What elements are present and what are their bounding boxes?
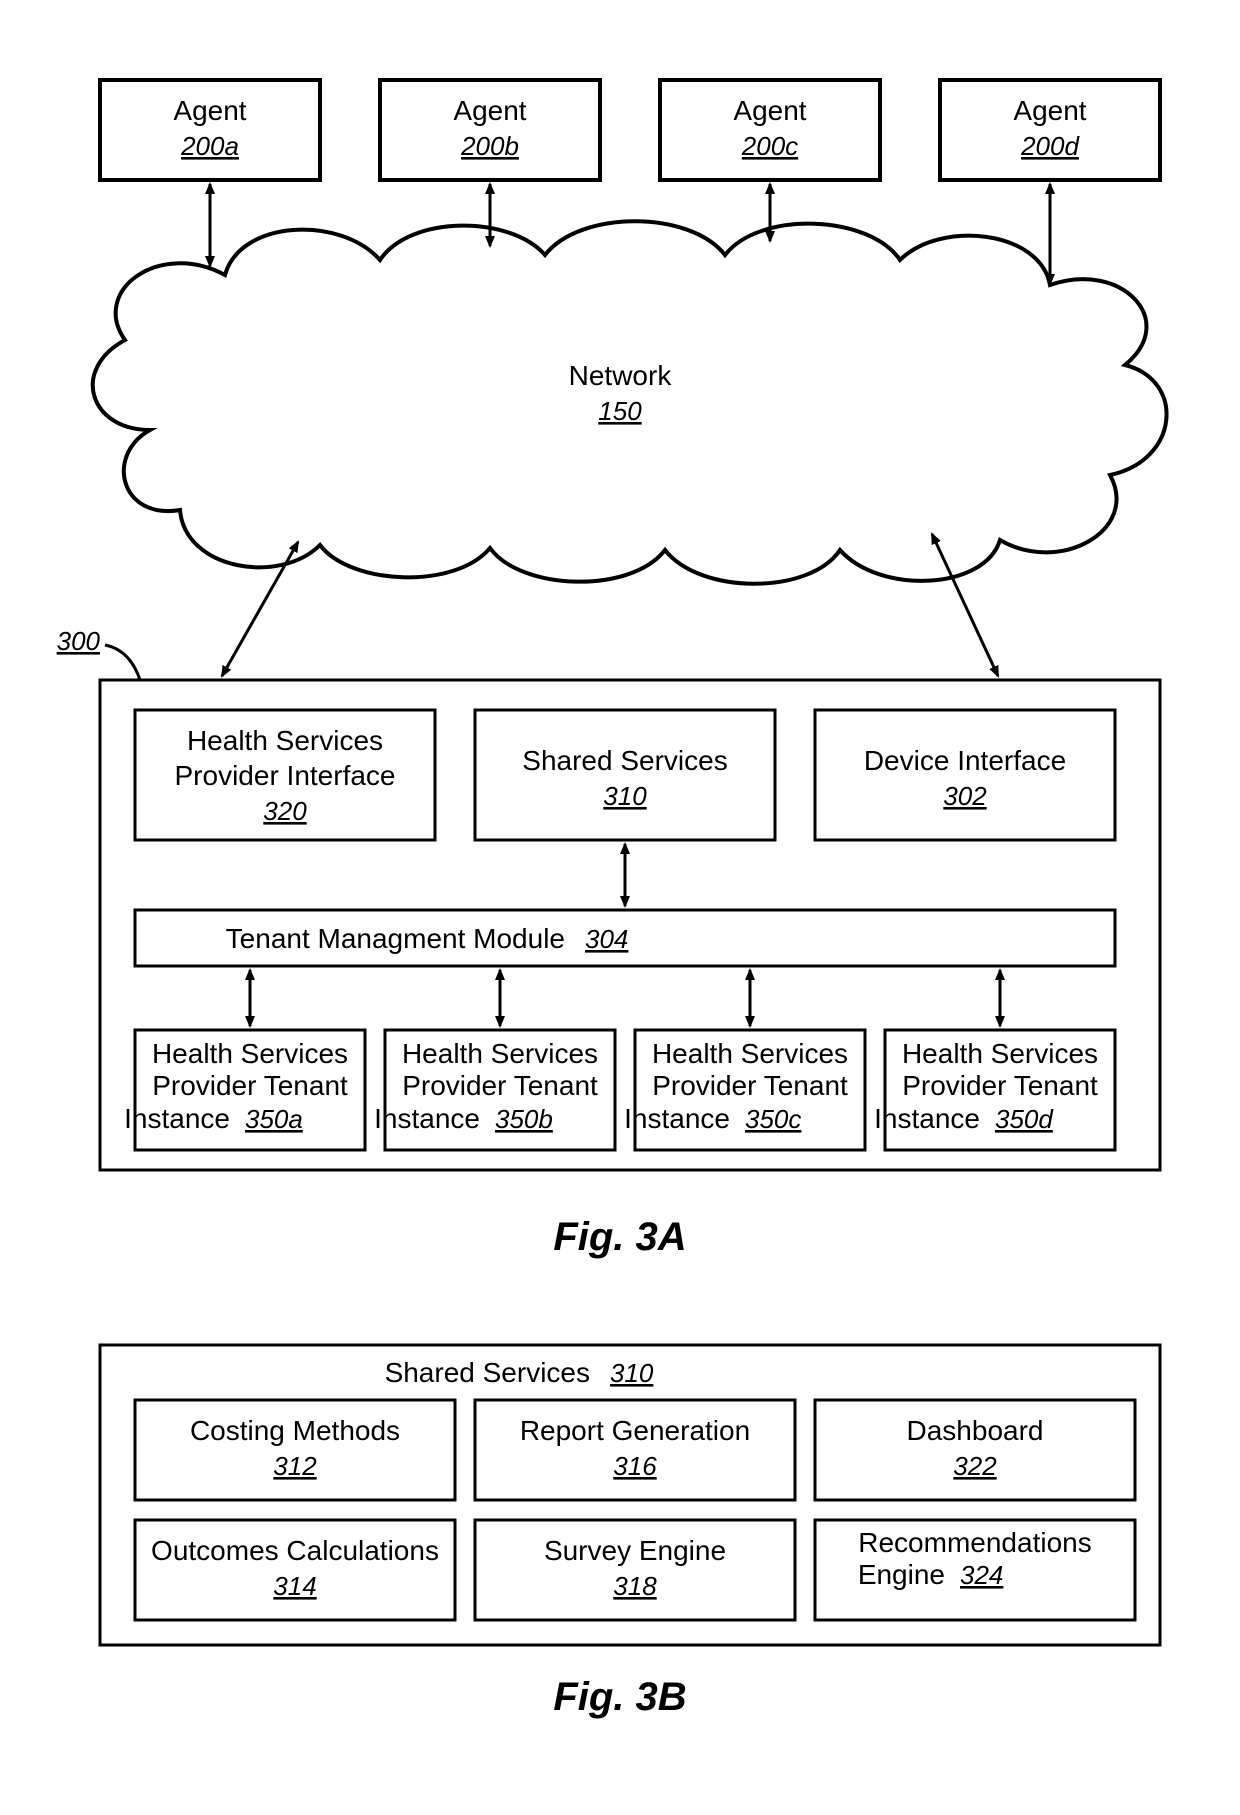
agent-ref: 200c — [741, 131, 798, 161]
svg-text:Instance: Instance — [374, 1103, 480, 1134]
agent-box: Agent 200a — [100, 80, 320, 180]
svg-text:Provider Tenant: Provider Tenant — [152, 1070, 348, 1101]
agent-ref: 200b — [460, 131, 519, 161]
network-ref: 150 — [598, 396, 642, 426]
svg-text:350c: 350c — [745, 1104, 801, 1134]
svg-text:Outcomes Calculations: Outcomes Calculations — [151, 1535, 439, 1566]
svg-text:Provider Tenant: Provider Tenant — [402, 1070, 598, 1101]
dashboard-box: Dashboard 322 — [815, 1400, 1135, 1500]
agent-box: Agent 200b — [380, 80, 600, 180]
svg-text:350d: 350d — [995, 1104, 1054, 1134]
svg-text:312: 312 — [273, 1451, 317, 1481]
svg-text:310: 310 — [603, 781, 647, 811]
agent-label: Agent — [173, 95, 246, 126]
svg-text:Report Generation: Report Generation — [520, 1415, 750, 1446]
system-diagram: Agent 200a Agent 200b Agent 200c Agent 2… — [0, 0, 1240, 1815]
agent-box: Agent 200d — [940, 80, 1160, 180]
svg-text:Health Services: Health Services — [652, 1038, 848, 1069]
svg-text:350b: 350b — [495, 1104, 553, 1134]
network-label: Network — [569, 360, 673, 391]
shared-services-box: Shared Services 310 — [475, 710, 775, 840]
svg-text:318: 318 — [613, 1571, 657, 1601]
svg-text:324: 324 — [960, 1560, 1003, 1590]
report-generation-box: Report Generation 316 — [475, 1400, 795, 1500]
svg-text:Survey Engine: Survey Engine — [544, 1535, 726, 1566]
svg-text:Shared Services: Shared Services — [522, 745, 727, 776]
agent-label: Agent — [1013, 95, 1086, 126]
agent-label: Agent — [733, 95, 806, 126]
figure-caption-b: Fig. 3B — [553, 1675, 686, 1719]
svg-text:Instance: Instance — [874, 1103, 980, 1134]
svg-text:Instance: Instance — [124, 1103, 230, 1134]
svg-text:316: 316 — [613, 1451, 657, 1481]
svg-text:Instance: Instance — [624, 1103, 730, 1134]
svg-text:Health Services: Health Services — [902, 1038, 1098, 1069]
device-interface-box: Device Interface 302 — [815, 710, 1115, 840]
agent-ref: 200a — [180, 131, 239, 161]
svg-text:314: 314 — [273, 1571, 316, 1601]
svg-text:Health Services: Health Services — [402, 1038, 598, 1069]
svg-text:Recommendations: Recommendations — [858, 1527, 1091, 1558]
svg-text:300: 300 — [57, 626, 101, 656]
shared-services-ref: 310 — [610, 1358, 654, 1388]
outcomes-calc-box: Outcomes Calculations 314 — [135, 1520, 455, 1620]
svg-text:320: 320 — [263, 796, 307, 826]
tenant-instance-box: Health Services Provider Tenant Instance… — [124, 1030, 365, 1150]
svg-text:Costing Methods: Costing Methods — [190, 1415, 400, 1446]
svg-text:Health Services: Health Services — [152, 1038, 348, 1069]
tenant-mgmt-box: Tenant Managment Module 304 — [135, 910, 1115, 966]
svg-text:Provider Interface: Provider Interface — [175, 760, 396, 791]
provider-interface-box: Health Services Provider Interface 320 — [135, 710, 435, 840]
svg-text:Dashboard: Dashboard — [907, 1415, 1044, 1446]
svg-text:Engine: Engine — [858, 1559, 945, 1590]
svg-text:Tenant Managment Module: Tenant Managment Module — [226, 923, 565, 954]
figure-caption-a: Fig. 3A — [553, 1215, 686, 1259]
svg-text:322: 322 — [953, 1451, 997, 1481]
svg-text:Provider Tenant: Provider Tenant — [652, 1070, 848, 1101]
tenant-instance-box: Health Services Provider Tenant Instance… — [624, 1030, 865, 1150]
svg-text:Provider Tenant: Provider Tenant — [902, 1070, 1098, 1101]
survey-engine-box: Survey Engine 318 — [475, 1520, 795, 1620]
recommendations-box: Recommendations Engine 324 — [815, 1520, 1135, 1620]
svg-text:350a: 350a — [245, 1104, 303, 1134]
network-cloud: Network 150 — [93, 221, 1167, 584]
costing-methods-box: Costing Methods 312 — [135, 1400, 455, 1500]
svg-text:304: 304 — [585, 924, 628, 954]
tenant-instance-box: Health Services Provider Tenant Instance… — [374, 1030, 615, 1150]
shared-services-header: Shared Services — [385, 1357, 590, 1388]
svg-text:302: 302 — [943, 781, 987, 811]
tenant-instance-box: Health Services Provider Tenant Instance… — [874, 1030, 1115, 1150]
agent-box: Agent 200c — [660, 80, 880, 180]
container-ref-leader: 300 — [57, 626, 140, 680]
svg-text:Device Interface: Device Interface — [864, 745, 1066, 776]
svg-text:Health Services: Health Services — [187, 725, 383, 756]
agent-ref: 200d — [1020, 131, 1080, 161]
agent-label: Agent — [453, 95, 526, 126]
